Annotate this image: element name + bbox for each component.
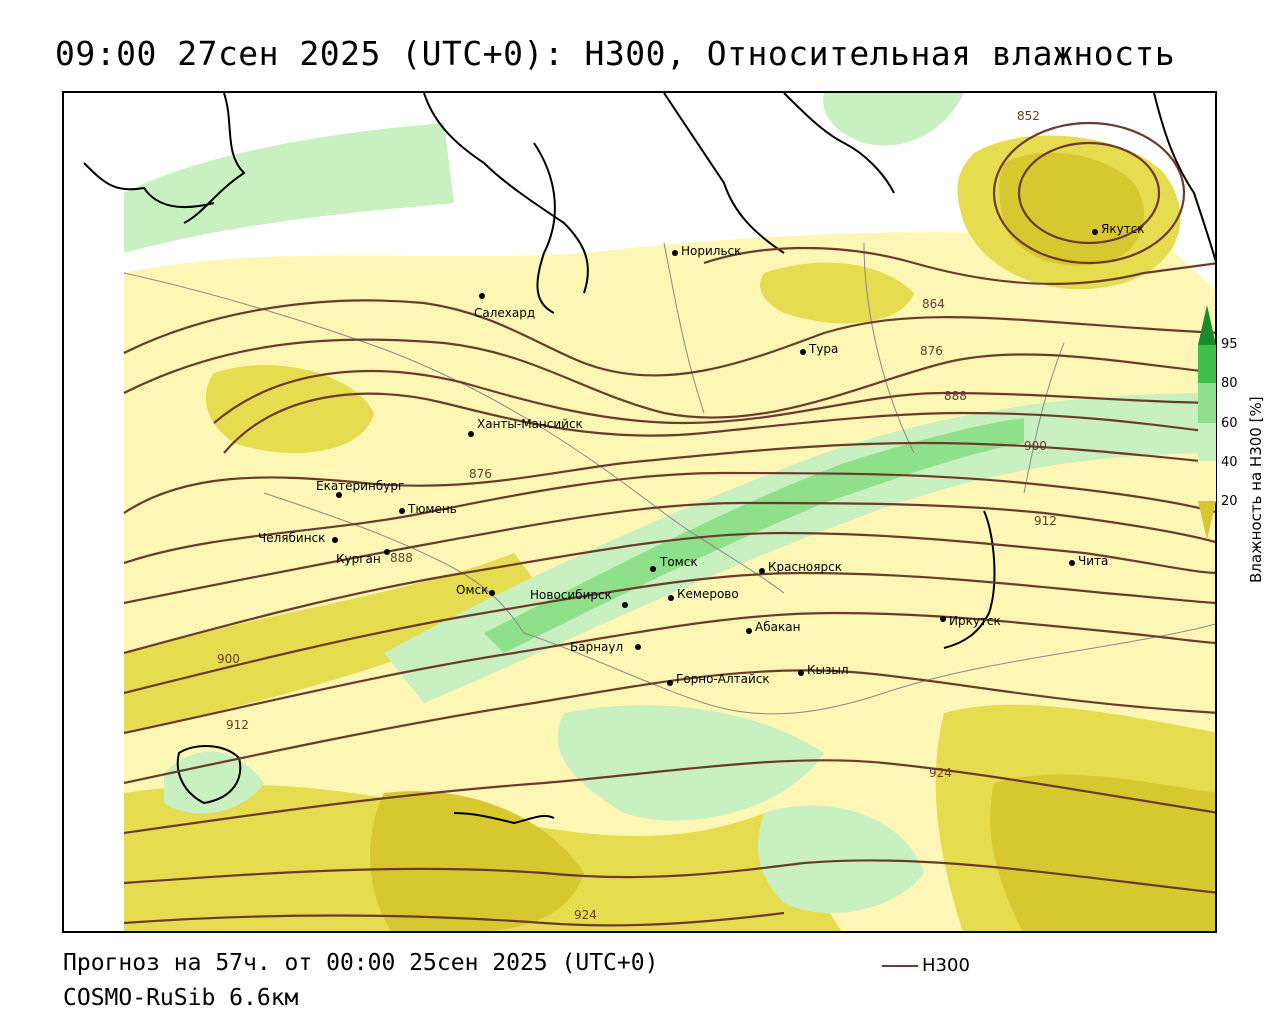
city-kurgan: Курган [336,549,390,566]
model-name: COSMO-RuSib 6.6км [63,985,299,1011]
svg-text:Якутск: Якутск [1101,222,1145,236]
contour-label: 888 [944,389,967,403]
admin-borders [123,242,1215,715]
colorbar-title: Влажность на H300 [%] [1247,396,1265,583]
svg-text:Ханты-Мансийск: Ханты-Мансийск [477,417,583,431]
city-norilsk: Норильск [672,244,741,258]
humidity-colorbar [1198,305,1216,540]
city-omsk: Омск [456,583,495,597]
forecast-info: Прогноз на 57ч. от 00:00 25сен 2025 (UTC… [63,950,659,976]
svg-text:Красноярск: Красноярск [768,560,842,574]
svg-text:Омск: Омск [456,583,488,597]
colorbar-tick: 95 [1221,337,1238,352]
map-panel: 852 864 876 888 900 912 876 888 900 912 … [62,91,1217,933]
h300-legend: H300 [882,955,970,976]
svg-text:Иркутск: Иркутск [949,614,1001,628]
city-kyzyl: Кызыл [798,663,849,677]
city-tura: Тура [800,342,838,356]
city-tyumen: Тюмень [399,502,457,516]
colorbar-tick: 20 [1221,494,1238,509]
svg-text:Салехард: Салехард [474,306,535,320]
city-salekhard: Салехард [474,293,535,320]
contour-label: 924 [574,908,597,922]
svg-text:Кызыл: Кызыл [807,663,849,677]
svg-text:Новосибирск: Новосибирск [530,588,612,602]
svg-text:Челябинск: Челябинск [258,531,325,545]
map-canvas: 852 864 876 888 900 912 876 888 900 912 … [64,93,1215,931]
city-khanty-mansiysk: Ханты-Мансийск [468,417,583,437]
svg-text:Тюмень: Тюмень [407,502,457,516]
svg-text:Чита: Чита [1078,554,1108,568]
svg-text:Екатеринбург: Екатеринбург [316,479,404,493]
svg-text:Барнаул: Барнаул [570,640,623,654]
humidity-fields [64,93,1215,931]
city-markers: Якутск Норильск Салехард Тура Ханты-Манс… [258,222,1145,686]
contour-label: 924 [929,766,952,780]
svg-text:Абакан: Абакан [755,620,800,634]
city-irkutsk: Иркутск [940,614,1001,628]
colorbar-tick: 80 [1221,376,1238,391]
contour-label: 864 [922,297,945,311]
city-chelyabinsk: Челябинск [258,531,338,545]
contour-label: 912 [1034,514,1057,528]
contour-labels: 852 864 876 888 900 912 876 888 900 912 … [217,109,1057,922]
contour-label: 900 [217,652,240,666]
contour-label: 852 [1017,109,1040,123]
contour-label: 900 [1024,439,1047,453]
contour-label: 888 [390,551,413,565]
coastlines [83,93,1215,825]
contour-label: 912 [226,718,249,732]
city-kemerovo: Кемерово [668,587,739,601]
h300-legend-label: H300 [922,955,970,976]
city-barnaul: Барнаул [570,640,641,654]
city-yakutsk: Якутск [1092,222,1145,236]
city-gorno-altaysk: Горно-Алтайск [667,672,770,686]
svg-text:Томск: Томск [659,555,698,569]
city-tomsk: Томск [650,555,698,572]
city-krasnoyarsk: Красноярск [759,560,842,574]
contour-label: 876 [920,344,943,358]
svg-text:Тура: Тура [808,342,838,356]
h300-legend-line [882,964,918,967]
svg-text:Норильск: Норильск [681,244,741,258]
city-abakan: Абакан [746,620,800,634]
h300-contours [123,121,1215,927]
contour-label: 876 [469,467,492,481]
svg-text:Курган: Курган [336,552,381,566]
colorbar-tick: 60 [1221,416,1238,431]
city-chita: Чита [1069,554,1108,568]
city-novosibirsk: Новосибирск [530,588,628,608]
colorbar-tick: 40 [1221,455,1238,470]
svg-text:Горно-Алтайск: Горно-Алтайск [676,672,770,686]
map-title: 09:00 27сен 2025 (UTC+0): H300, Относите… [55,34,1176,73]
city-yekaterinburg: Екатеринбург [316,479,404,498]
svg-text:Кемерово: Кемерово [677,587,739,601]
